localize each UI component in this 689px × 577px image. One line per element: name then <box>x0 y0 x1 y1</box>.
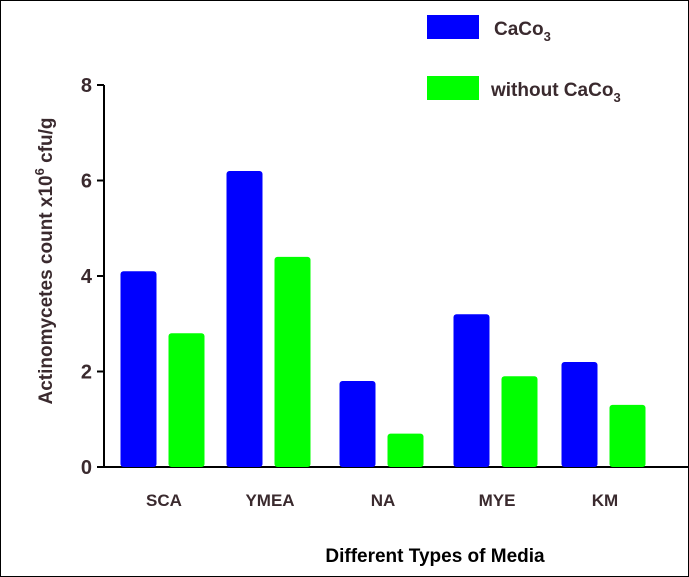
x-tick-label-sca: SCA <box>146 491 182 510</box>
x-tick-label-km: KM <box>592 491 618 510</box>
bar-km-caco3 <box>561 361 598 467</box>
bar-ymea-without-caco3 <box>274 256 311 467</box>
bar-na-caco3 <box>339 381 376 467</box>
bar-sca-without-caco3 <box>168 333 205 467</box>
y-axis-title-text: Actinomycetes count x106 cfu/g <box>32 117 57 404</box>
y-tick-label-0: 0 <box>81 457 92 479</box>
legend-label-without-caco3-base: without CaCo <box>490 80 613 101</box>
legend-swatch-caco3 <box>427 15 479 39</box>
legend-label-caco3: CaCo3 <box>494 19 551 44</box>
legend-label-without-caco3-subscript: 3 <box>613 90 620 105</box>
x-axis-title: Different Types of Media <box>325 546 545 567</box>
legend: CaCo3 without CaCo3 <box>427 15 621 105</box>
y-tick-label-6: 6 <box>81 171 92 193</box>
y-axis-title-superscript: 6 <box>32 168 47 175</box>
y-tick-label-8: 8 <box>81 75 92 97</box>
legend-label-caco3-base: CaCo <box>494 19 544 40</box>
y-axis-title-unit: cfu/g <box>36 117 57 168</box>
x-tick-label-mye: MYE <box>479 491 516 510</box>
y-tick-label-2: 2 <box>81 362 92 384</box>
bar-sca-caco3 <box>120 271 157 467</box>
legend-label-caco3-subscript: 3 <box>544 29 551 44</box>
x-tick-label-na: NA <box>371 491 396 510</box>
bar-na-without-caco3 <box>387 433 424 467</box>
x-tick-label-ymea: YMEA <box>245 491 294 510</box>
bar-mye-without-caco3 <box>501 376 538 467</box>
y-tick-label-4: 4 <box>81 266 93 288</box>
legend-swatch-without-caco3 <box>427 76 479 100</box>
bar-mye-caco3 <box>453 314 490 467</box>
bar-ymea-caco3 <box>226 170 263 467</box>
plot-area: 0 2 4 6 8 SCA YMEA NA MYE KM <box>81 75 688 510</box>
bar-km-without-caco3 <box>609 404 646 467</box>
y-axis-title: Actinomycetes count x106 cfu/g <box>32 117 57 404</box>
legend-label-without-caco3: without CaCo3 <box>490 80 621 105</box>
y-axis-title-base: Actinomycetes count x10 <box>36 175 57 404</box>
